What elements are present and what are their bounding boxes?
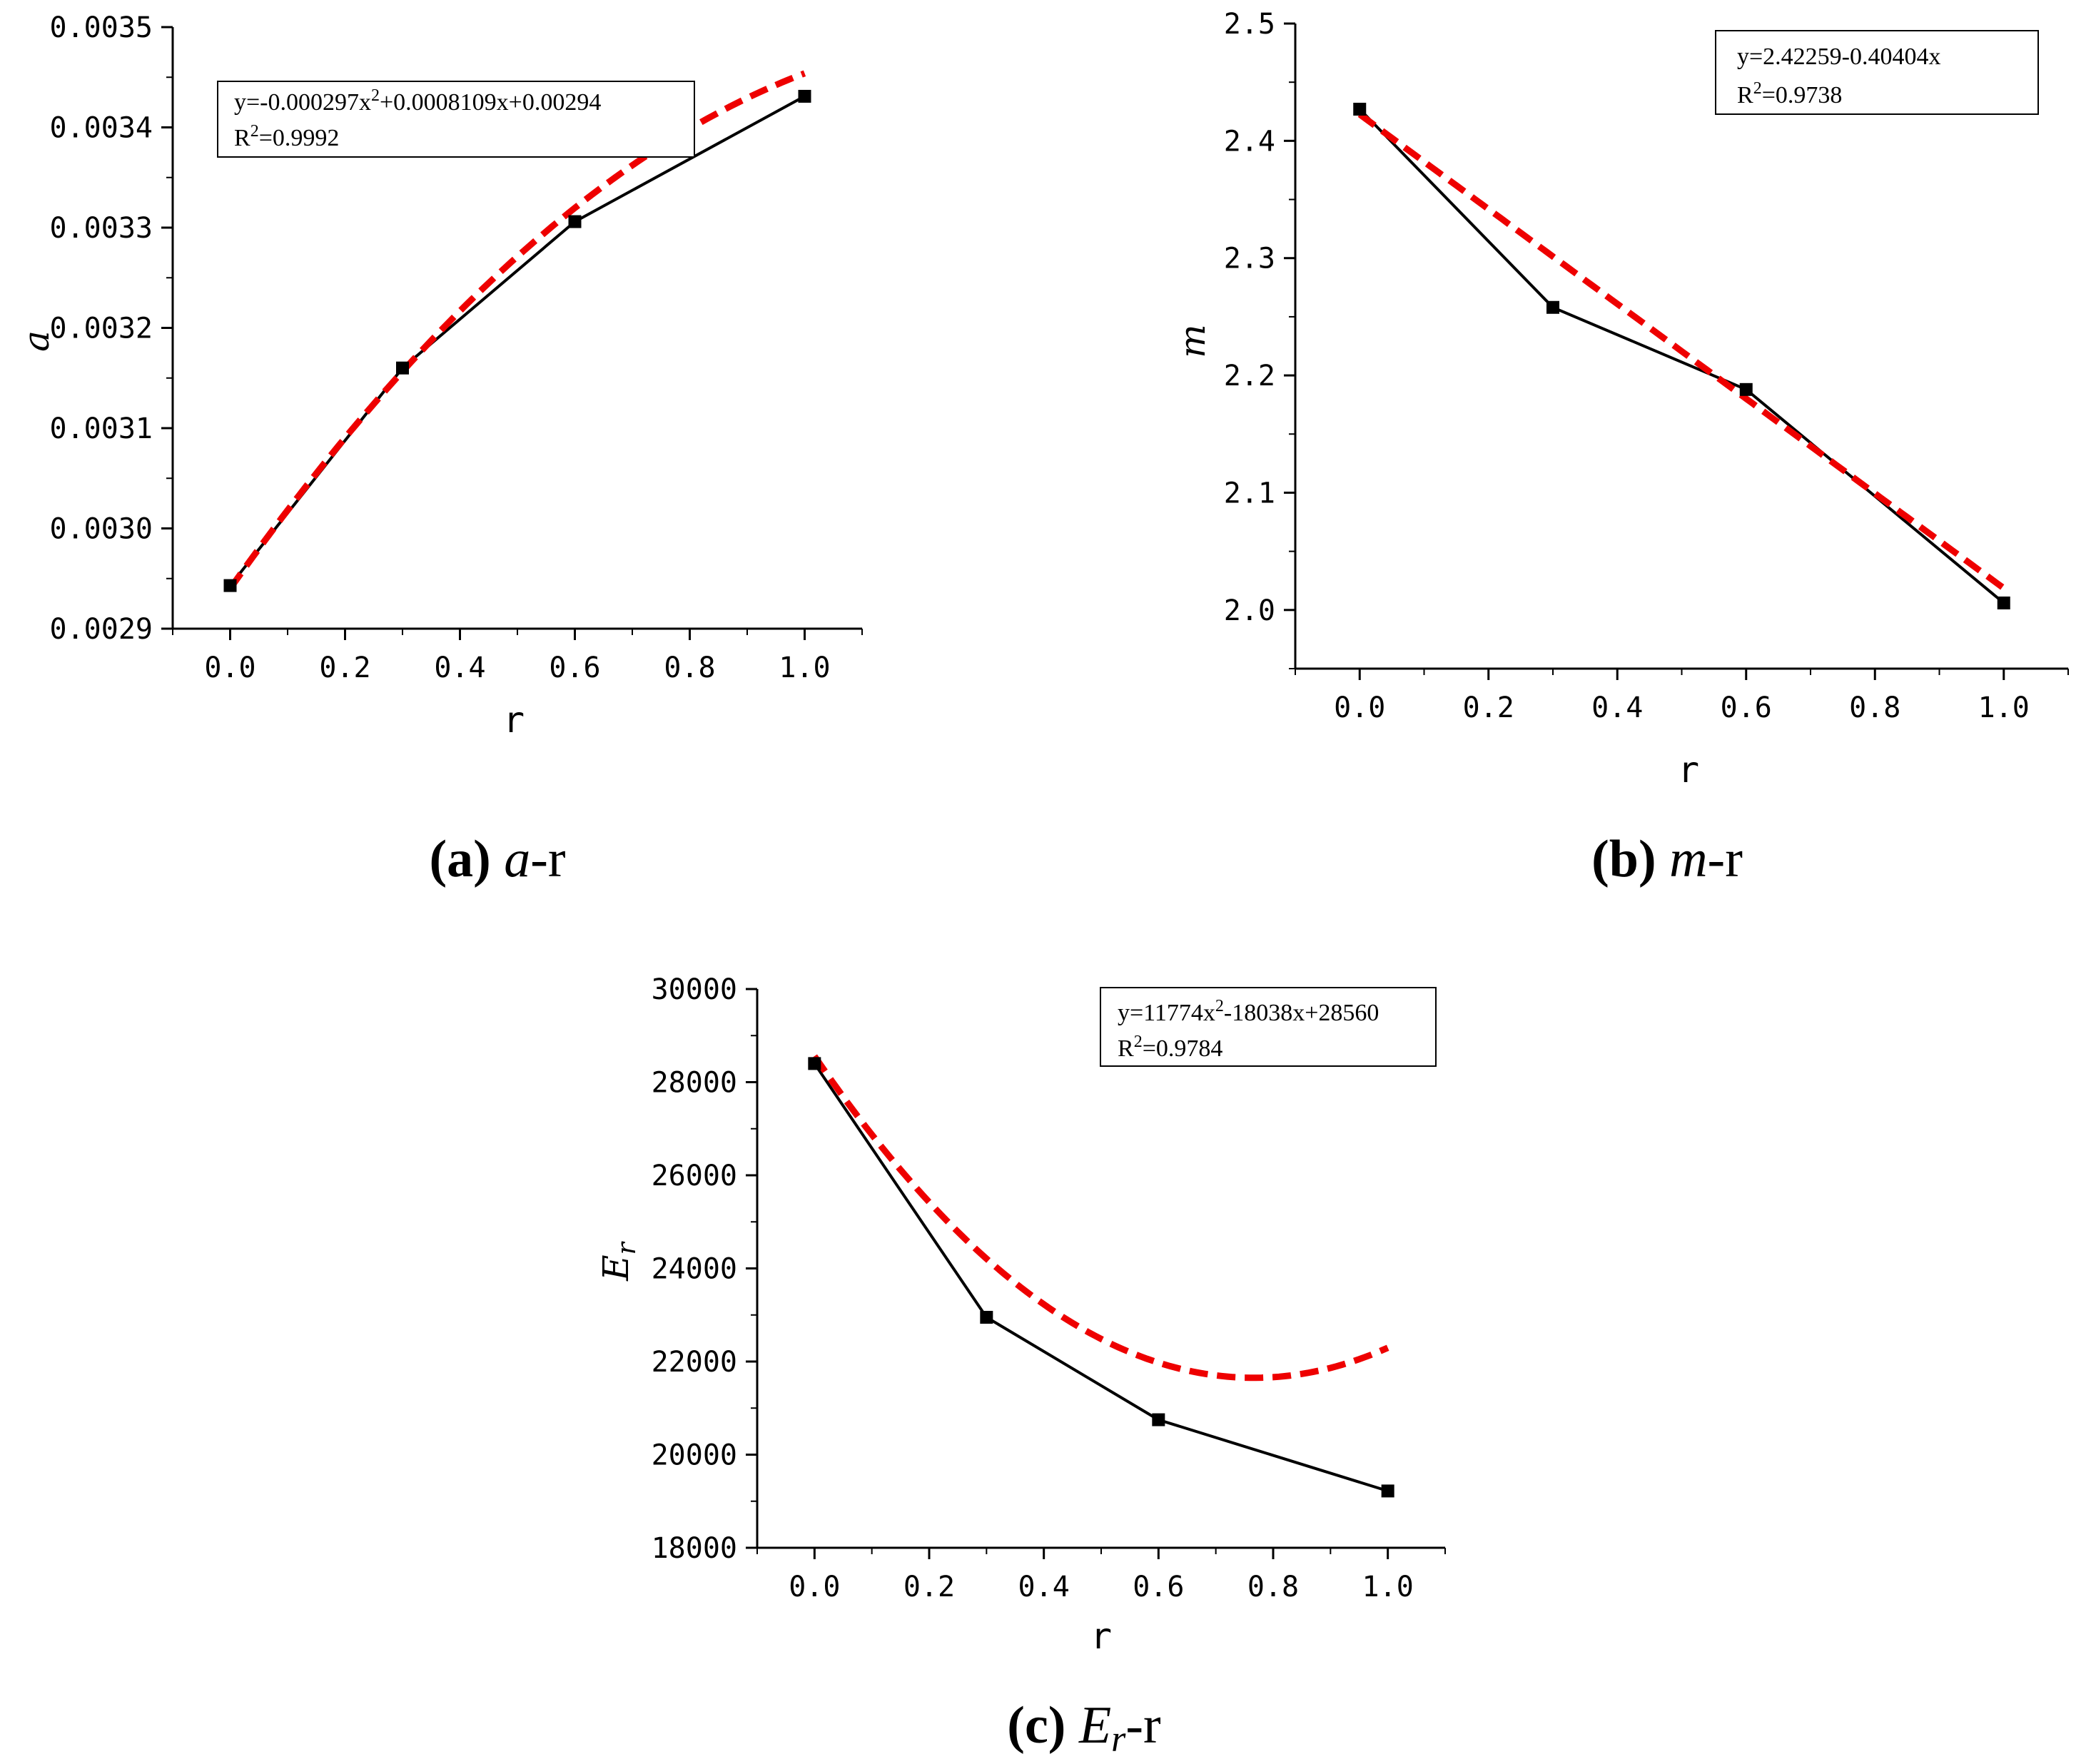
panel-a-data-point (568, 215, 582, 228)
panel-c-ytick-label: 20000 (652, 1439, 737, 1472)
panel-b-xtick-label: 0.6 (1721, 691, 1772, 724)
panel-c-data-point (808, 1057, 821, 1070)
panel-c-ytick-label: 26000 (652, 1160, 737, 1192)
panel-b-fit-curve (1357, 111, 2006, 591)
panel-a-data-point (223, 579, 237, 592)
panel-b-ytick-label: 2.4 (1224, 125, 1275, 158)
panel-c-data-point (1381, 1484, 1394, 1498)
panel-a-legend-eq: y=-0.000297x2+0.0008109x+0.00294 (234, 86, 601, 116)
panel-b-ytick-label: 2.2 (1224, 360, 1275, 392)
panel-c-data-point (1152, 1413, 1165, 1426)
panel-a-xtick-label: 0.8 (664, 652, 715, 684)
panel-a-plot: 0.0 0.2 0.4 0.6 0.8 1.0 0.0029 0.0030 0.0031 0.00… (50, 11, 863, 684)
panel-c-ytick-label: 24000 (652, 1253, 737, 1286)
panel-c-xtick-label: 0.6 (1133, 1571, 1184, 1603)
panel-b-ylabel: m (1172, 324, 1213, 358)
panel-a-ytick-label: 0.0033 (50, 212, 153, 245)
panel-a-data-point (396, 361, 409, 375)
panel-a-ytick-label: 0.0034 (50, 112, 153, 145)
panel-c-plot: 0.0 0.2 0.4 0.6 0.8 1.0 18000 20000 22000 24000 26… (652, 973, 1446, 1603)
panel-b-xtick-label: 0.0 (1334, 691, 1385, 724)
panel-b: 0.0 0.2 0.4 0.6 0.8 1.0 2.0 2.1 2.2 2.3 2.4 2.5 y=2… (1172, 8, 2069, 888)
panel-b-data-point (1353, 102, 1367, 116)
panel-b-xtick-label: 0.4 (1591, 691, 1643, 724)
panel-a-xtick-label: 0.4 (434, 652, 485, 684)
panel-a-ytick-label: 0.0029 (50, 613, 153, 646)
panel-b-data-point (1739, 382, 1753, 396)
panel-b-data-point (1997, 596, 2010, 609)
panel-a-series-line (228, 95, 806, 587)
panel-b-caption: (b) m-r (1591, 830, 1743, 888)
panel-c-xtick-label: 1.0 (1362, 1571, 1414, 1603)
panel-c-ytick-label: 30000 (652, 973, 737, 1006)
panel-a-xtick-label: 0.0 (204, 652, 255, 684)
panel-c-ylabel: Er (595, 1241, 642, 1282)
panel-a-xtick-label: 1.0 (779, 652, 830, 684)
panel-a-ytick-label: 0.0030 (50, 513, 153, 546)
panel-c-caption: (c) Er-r (1007, 1696, 1160, 1760)
panel-c-legend-box (1100, 987, 1437, 1067)
panel-a-caption: (a) a-r (429, 830, 565, 888)
panel-a-legend-r2: R2=0.9992 (234, 122, 339, 151)
panel-c-xtick-label: 0.0 (789, 1571, 840, 1603)
panel-b-ytick-label: 2.1 (1224, 477, 1275, 510)
panel-b-ytick-label: 2.0 (1224, 594, 1275, 627)
panel-b-ytick-label: 2.5 (1224, 8, 1275, 41)
panel-b-xtick-label: 0.8 (1849, 691, 1900, 724)
panel-a-xtick-label: 0.2 (319, 652, 370, 684)
panel-b-xtick-label: 1.0 (1978, 691, 2030, 724)
panel-c-xtick-label: 0.4 (1018, 1571, 1070, 1603)
panel-c-data-point (980, 1311, 993, 1324)
panel-b-data-point (1546, 300, 1559, 314)
panel-c-ytick-label: 28000 (652, 1067, 737, 1100)
panel-c-fit-curve (811, 1054, 1389, 1382)
panel-a-ytick-label: 0.0032 (50, 313, 153, 345)
panel-a-xtick-label: 0.6 (549, 652, 600, 684)
panel-c-ytick-label: 22000 (652, 1346, 737, 1379)
panel-a-xlabel: r (503, 699, 525, 741)
panel-c-legend-eq: y=11774x2-18038x+28560 (1118, 997, 1379, 1026)
panel-c: 0.0 0.2 0.4 0.6 0.8 1.0 18000 20000 22000 24000 26… (595, 973, 1446, 1760)
panel-c-ytick-label: 18000 (652, 1532, 737, 1565)
panel-b-xtick-label: 0.2 (1463, 691, 1514, 724)
panel-c-series-line (813, 1063, 1389, 1493)
panel-a-fit-curve (227, 70, 806, 591)
panel-c-xtick-label: 0.2 (903, 1571, 955, 1603)
panel-a-ytick-label: 0.0031 (50, 412, 153, 445)
panel-c-legend-r2: R2=0.9784 (1118, 1033, 1222, 1062)
panel-b-legend-eq: y=2.42259-0.40404x (1737, 44, 1941, 70)
panel-b-ytick-label: 2.3 (1224, 243, 1275, 275)
panel-a: 0.0 0.2 0.4 0.6 0.8 1.0 0.0029 0.0030 0.0031 0.00… (16, 11, 863, 888)
panel-b-legend-r2: R2=0.9738 (1737, 79, 1842, 108)
panel-a-ytick-label: 0.0035 (50, 11, 153, 44)
panel-b-xlabel: r (1678, 749, 1699, 791)
panel-a-legend-box (217, 81, 695, 158)
panel-c-xlabel: r (1090, 1616, 1112, 1657)
panel-c-xtick-label: 0.8 (1247, 1571, 1299, 1603)
panel-a-data-point (798, 89, 811, 103)
panel-b-plot: 0.0 0.2 0.4 0.6 0.8 1.0 2.0 2.1 2.2 2.3 2.4 2.5 (1224, 8, 2069, 724)
panel-b-legend-box (1715, 30, 2039, 115)
panel-a-ylabel: a (16, 330, 57, 352)
